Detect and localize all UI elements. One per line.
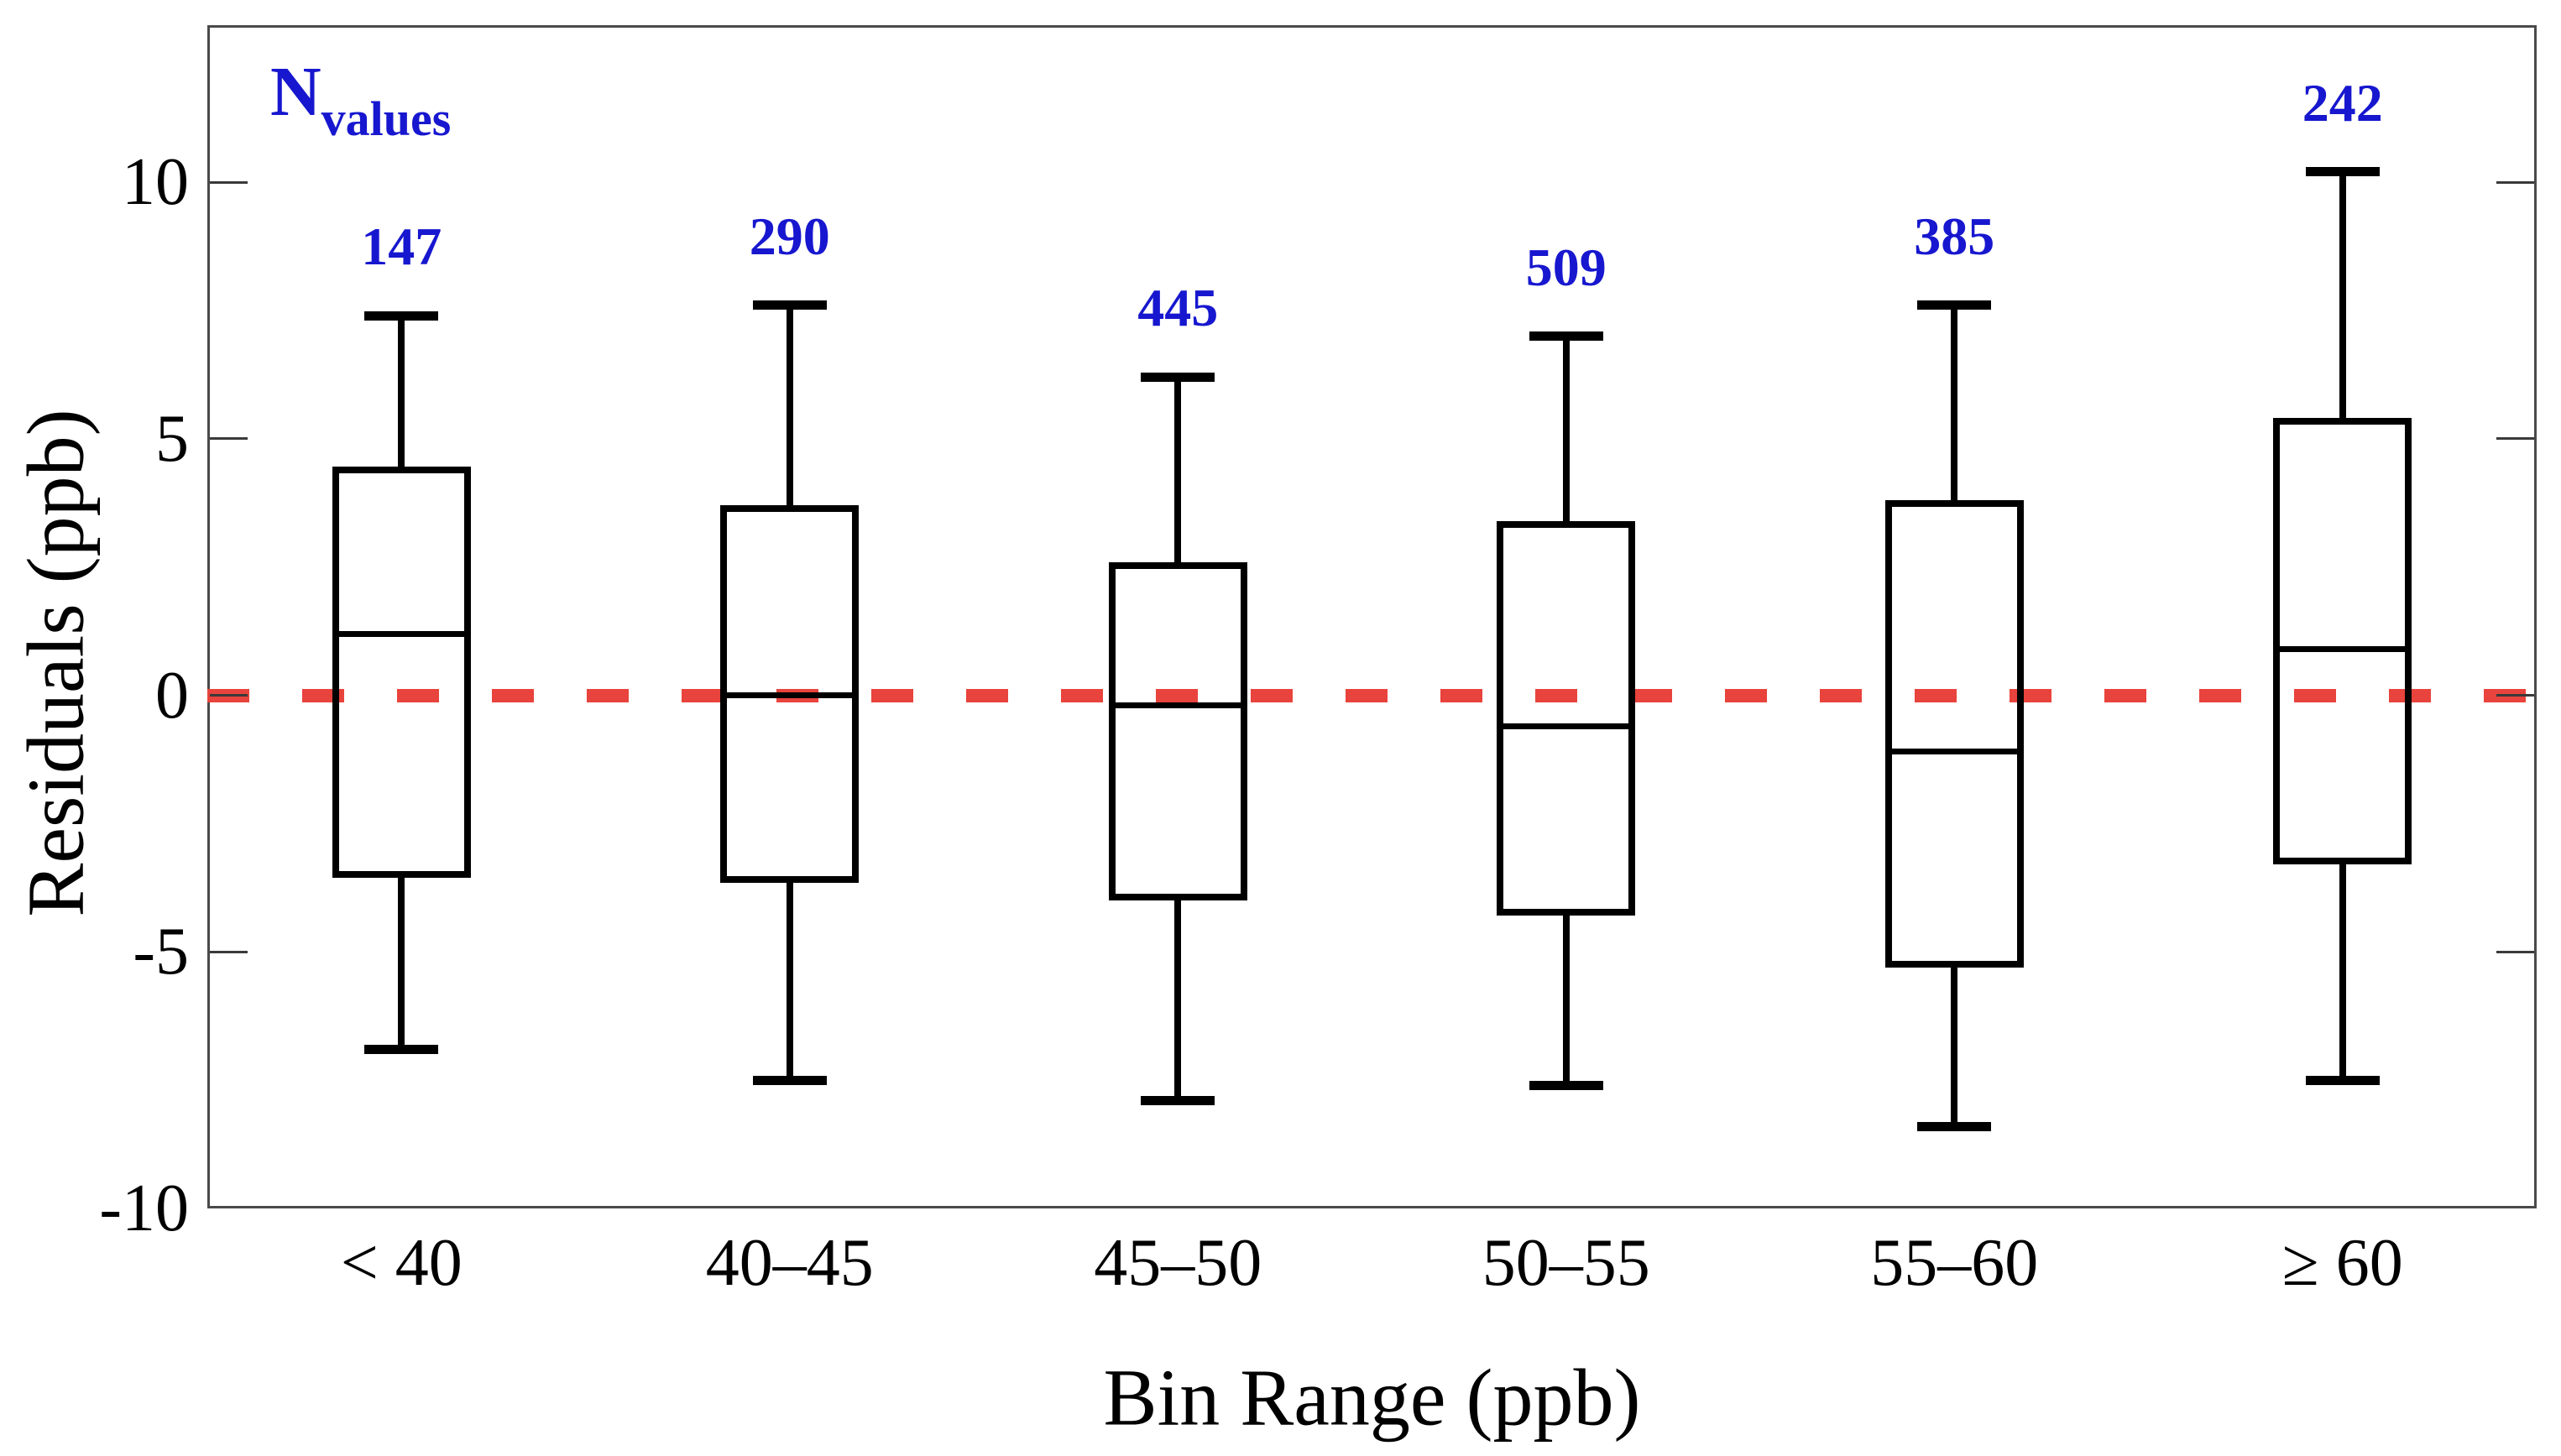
y-tick-label: -5 — [133, 915, 189, 989]
median-line — [1115, 702, 1241, 709]
whisker-cap-upper — [1917, 300, 1992, 311]
x-axis-title: Bin Range (ppb) — [1103, 1352, 1641, 1443]
whisker-lower — [398, 877, 405, 1050]
x-category-label: 40–45 — [705, 1226, 874, 1300]
whisker-upper — [1562, 336, 1570, 521]
whisker-upper — [786, 305, 793, 506]
whisker-cap-lower — [364, 1044, 439, 1054]
x-category-label: ≥ 60 — [2281, 1226, 2403, 1300]
median-line — [2280, 646, 2406, 653]
n-count-label: 445 — [1137, 278, 1219, 338]
median-line — [1891, 749, 2017, 755]
whisker-cap-upper — [1529, 331, 1603, 342]
whisker-lower — [1174, 900, 1182, 1101]
whisker-cap-upper — [752, 300, 827, 311]
x-category-label: < 40 — [340, 1226, 463, 1300]
zero-reference-line — [207, 688, 2537, 702]
n-values-header: Nvalues — [270, 57, 451, 144]
n-header-subscript: values — [321, 91, 452, 146]
whisker-cap-lower — [2305, 1075, 2380, 1085]
boxplot-box — [332, 467, 471, 878]
median-line — [338, 630, 464, 637]
whisker-upper — [1174, 377, 1182, 562]
x-category-label: 50–55 — [1482, 1226, 1650, 1300]
n-count-label: 509 — [1525, 237, 1607, 297]
plot-frame — [207, 25, 2537, 1208]
y-tick-label: 5 — [155, 401, 189, 476]
whisker-upper — [398, 316, 405, 467]
y-tick-mark-right — [2496, 950, 2534, 953]
y-tick-mark-right — [2496, 437, 2534, 441]
whisker-lower — [2339, 864, 2346, 1081]
whisker-lower — [1951, 967, 1958, 1127]
y-tick-mark-right — [2496, 180, 2534, 184]
boxplot-box — [1108, 561, 1247, 901]
whisker-cap-lower — [1141, 1096, 1215, 1106]
y-tick-mark-left — [210, 180, 248, 184]
whisker-cap-lower — [752, 1075, 827, 1085]
n-header-label: N — [270, 53, 321, 131]
n-count-label: 385 — [1914, 206, 1995, 266]
n-count-label: 242 — [2302, 72, 2383, 133]
whisker-lower — [1562, 916, 1570, 1086]
whisker-cap-upper — [1141, 372, 1215, 382]
x-category-label: 45–50 — [1094, 1226, 1262, 1300]
whisker-cap-lower — [1917, 1121, 1992, 1131]
x-category-label: 55–60 — [1870, 1226, 2039, 1300]
whisker-lower — [786, 882, 793, 1081]
y-tick-label: 0 — [155, 658, 189, 733]
whisker-upper — [2339, 171, 2346, 419]
median-line — [727, 692, 853, 699]
y-tick-label: 10 — [122, 145, 189, 220]
median-line — [1503, 723, 1629, 729]
whisker-cap-upper — [2305, 167, 2380, 177]
boxplot-box — [1884, 500, 2024, 968]
y-tick-label: -10 — [99, 1172, 189, 1245]
y-tick-mark-left — [210, 437, 248, 441]
whisker-upper — [1951, 305, 1958, 501]
y-tick-mark-right — [2496, 694, 2534, 697]
boxplot-box — [2273, 418, 2412, 865]
y-tick-mark-left — [210, 950, 248, 953]
whisker-cap-upper — [364, 311, 439, 321]
boxplot-box — [1497, 520, 1636, 916]
boxplot-box — [720, 505, 860, 883]
n-count-label: 147 — [361, 217, 442, 277]
n-count-label: 290 — [749, 206, 830, 266]
whisker-cap-lower — [1529, 1080, 1603, 1090]
y-tick-mark-left — [210, 694, 248, 697]
